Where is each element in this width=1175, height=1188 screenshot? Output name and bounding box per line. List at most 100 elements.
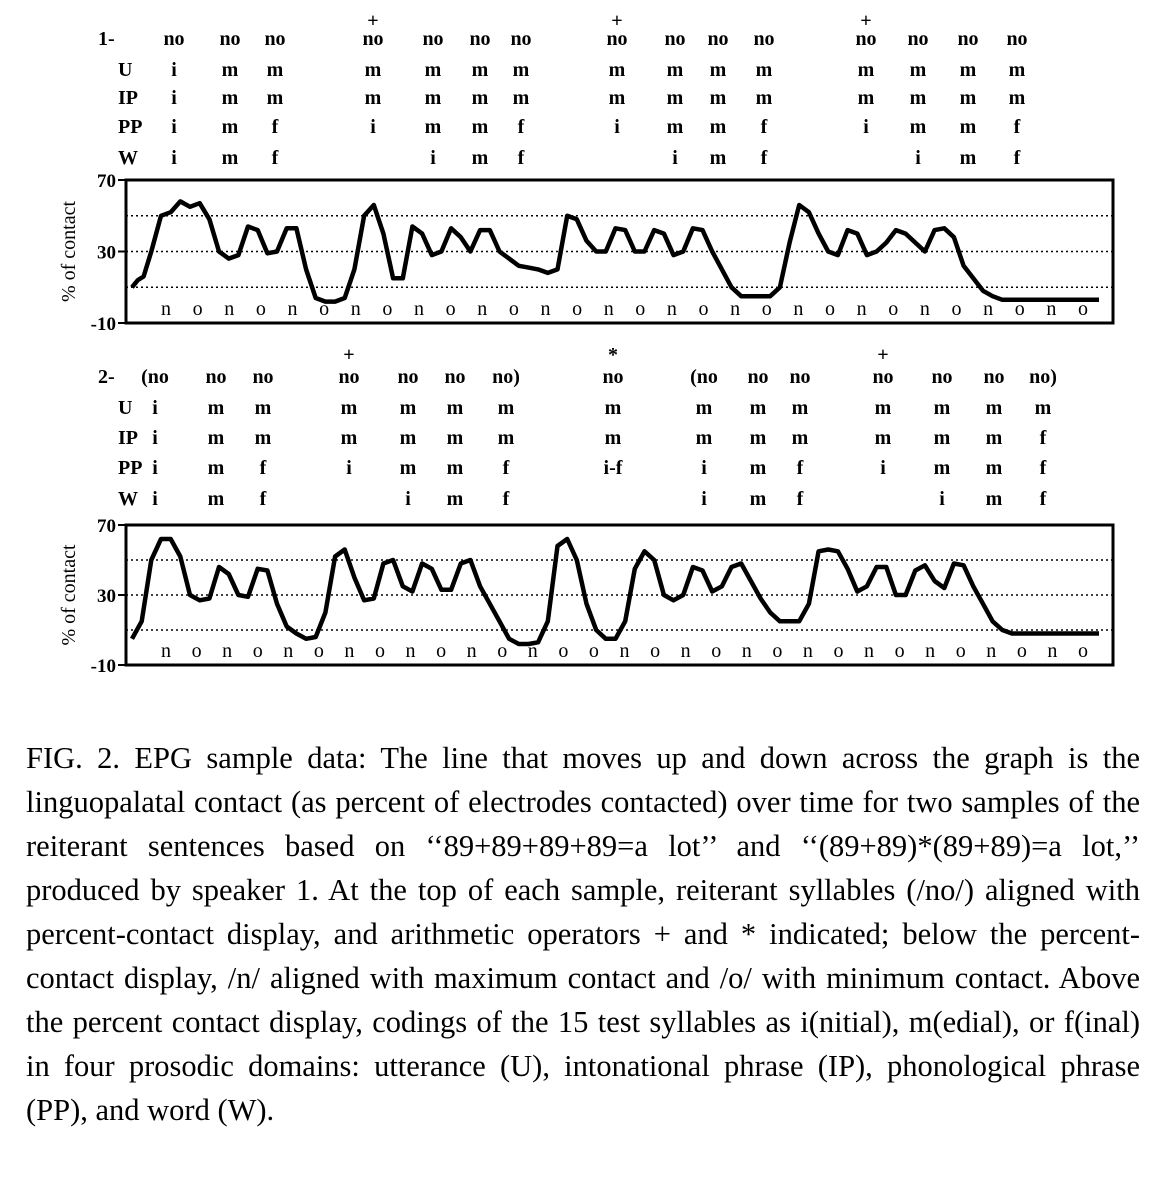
syllable-label: (no [141, 366, 169, 388]
domain-code: m [934, 427, 951, 449]
n-o-label: o [558, 640, 568, 662]
syllable-label: no) [492, 366, 520, 388]
n-o-label: n [287, 298, 297, 320]
domain-code: i [701, 488, 707, 510]
n-o-label: o [193, 298, 203, 320]
domain-row-label: W [118, 147, 138, 169]
domain-code: m [400, 457, 417, 479]
domain-code: i [171, 147, 177, 169]
syllable-label: no [855, 28, 876, 50]
domain-code: i [152, 427, 158, 449]
syllable-label: no [338, 366, 359, 388]
n-o-label: n [986, 640, 996, 662]
domain-code: m [875, 427, 892, 449]
syllable-label: no [931, 366, 952, 388]
n-o-label: o [711, 640, 721, 662]
y-tick-label: -10 [91, 656, 116, 677]
domain-code: m [400, 427, 417, 449]
domain-code: m [447, 488, 464, 510]
syllable-label: no [163, 28, 184, 50]
n-o-label: n [983, 298, 993, 320]
n-o-label: o [436, 640, 446, 662]
domain-code: m [425, 59, 442, 81]
n-o-label: n [161, 640, 171, 662]
domain-row-label: U [118, 397, 132, 419]
domain-code: m [447, 427, 464, 449]
domain-code: m [222, 147, 239, 169]
n-o-label: o [833, 640, 843, 662]
panel-label: 2- [98, 366, 115, 388]
y-tick-label: 70 [97, 171, 116, 192]
domain-code: m [910, 116, 927, 138]
domain-code: i [152, 397, 158, 419]
domain-code: m [267, 87, 284, 109]
domain-code: m [934, 397, 951, 419]
n-o-label: n [161, 298, 171, 320]
domain-code: m [472, 116, 489, 138]
domain-code: m [667, 116, 684, 138]
domain-code: m [472, 147, 489, 169]
panel-1: 1-+ + +no no no no no no no no no no no no no no noU i m m m… [58, 10, 1115, 335]
domain-code: m [1009, 59, 1026, 81]
syllable-label: no [664, 28, 685, 50]
domain-code: m [1009, 87, 1026, 109]
syllable-label: no [707, 28, 728, 50]
syllable-label: no [602, 366, 623, 388]
domain-code: f [1040, 488, 1047, 510]
domain-code: m [858, 87, 875, 109]
n-o-label: o [772, 640, 782, 662]
y-axis-label: % of contact [58, 201, 80, 303]
domain-code: f [797, 457, 804, 479]
domain-code: m [750, 457, 767, 479]
y-axis-label: % of contact [58, 544, 80, 646]
domain-code: f [1040, 427, 1047, 449]
domain-code: m [986, 427, 1003, 449]
n-o-label: o [253, 640, 263, 662]
domain-code: i [171, 87, 177, 109]
domain-code: m [425, 116, 442, 138]
n-o-label: n [540, 298, 550, 320]
domain-code: i [672, 147, 678, 169]
domain-code: m [710, 116, 727, 138]
n-o-label: n [406, 640, 416, 662]
domain-row-label: U [118, 59, 132, 81]
domain-code: f [260, 488, 267, 510]
n-o-label: n [222, 640, 232, 662]
domain-code: m [222, 87, 239, 109]
domain-code: m [986, 397, 1003, 419]
domain-code: i [171, 116, 177, 138]
syllable-label: no [205, 366, 226, 388]
domain-code: f [761, 147, 768, 169]
domain-code: m [447, 397, 464, 419]
n-o-label: o [825, 298, 835, 320]
domain-code: f [260, 457, 267, 479]
domain-code: m [960, 147, 977, 169]
syllable-label: no [789, 366, 810, 388]
domain-code: m [447, 457, 464, 479]
domain-code: f [518, 116, 525, 138]
n-o-label: o [256, 298, 266, 320]
domain-code: m [341, 397, 358, 419]
domain-code: m [208, 427, 225, 449]
syllable-label: no [444, 366, 465, 388]
domain-code: m [875, 397, 892, 419]
domain-code: m [513, 59, 530, 81]
n-o-label: n [925, 640, 935, 662]
domain-code: m [667, 87, 684, 109]
n-o-label: n [224, 298, 234, 320]
syllable-label: (no [690, 366, 718, 388]
domain-code: m [910, 87, 927, 109]
n-o-label: o [192, 640, 202, 662]
domain-code: m [498, 397, 515, 419]
domain-code: i [405, 488, 411, 510]
operator-label: + [877, 344, 888, 366]
y-tick-label: 30 [97, 586, 116, 607]
syllable-label: no [469, 28, 490, 50]
n-o-label: o [1017, 640, 1027, 662]
domain-code: f [1014, 116, 1021, 138]
domain-code: i [152, 457, 158, 479]
operator-label: + [611, 10, 622, 32]
n-o-label: o [497, 640, 507, 662]
n-o-label: o [509, 298, 519, 320]
domain-code: m [934, 457, 951, 479]
